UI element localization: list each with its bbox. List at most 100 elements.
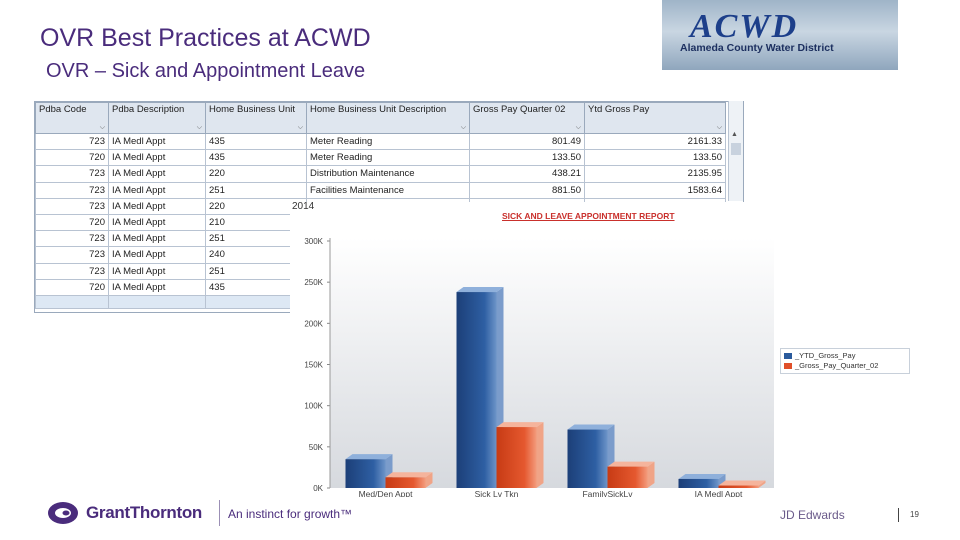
table-cell: 2161.33 (584, 132, 726, 151)
table-cell: IA Medl Appt (108, 213, 206, 232)
table-cell: IA Medl Appt (108, 230, 206, 248)
table-cell: 1583.64 (584, 181, 726, 199)
table-cell: 720 (35, 149, 109, 167)
bar-top (718, 480, 766, 486)
plot-area (330, 238, 774, 488)
legend-swatch (784, 353, 792, 360)
table-row[interactable]: 723 IA Medl Appt 251 Facilities Maintenance… (35, 181, 726, 199)
legend-entry-ytd[interactable]: _YTD_Gross_Pay (784, 351, 855, 360)
table-cell: 220 (205, 165, 307, 183)
table-cell: IA Medl Appt (108, 165, 206, 183)
x-tick-label: Med/Den Appt (359, 489, 414, 497)
table-cell: 2135.95 (584, 165, 726, 183)
column-header-label: Pdba Code (39, 104, 87, 115)
bar-top (385, 472, 433, 478)
bar (718, 485, 759, 488)
bar-top (345, 454, 393, 460)
table-cell: IA Medl Appt (108, 262, 206, 280)
column-header-ytd-gross-pay[interactable]: Ytd Gross Pay ⌵ (584, 102, 726, 134)
bar (345, 459, 386, 488)
column-header-gross-pay-q02[interactable]: Gross Pay Quarter 02 ⌵ (469, 102, 585, 134)
acwd-logo-mark: ACWD (690, 8, 799, 45)
footer-product: JD Edwards (780, 508, 845, 522)
bar-side (425, 472, 433, 488)
column-header-hbu-description[interactable]: Home Business Unit Description ⌵ (306, 102, 470, 134)
table-cell: 435 (205, 149, 307, 167)
table-cell: Meter Reading (306, 132, 470, 151)
table-cell: 723 (35, 230, 109, 248)
table-cell: IA Medl Appt (108, 278, 206, 296)
y-tick-label: 0K (313, 484, 323, 493)
bar-top (496, 422, 544, 428)
bar (385, 477, 426, 488)
table-cell: IA Medl Appt (108, 132, 206, 151)
bar-top (678, 473, 726, 479)
footer-divider (219, 500, 220, 526)
y-tick-label: 50K (309, 443, 324, 452)
column-header-home-business-unit[interactable]: Home Business Unit ⌵ (205, 102, 307, 134)
column-header-pdba-code[interactable]: Pdba Code ⌵ (35, 102, 109, 134)
x-tick-label: Sick Lv Tkn (475, 489, 519, 497)
table-cell: 133.50 (584, 149, 726, 167)
bar (567, 429, 608, 488)
bar-side (536, 422, 544, 488)
chevron-down-icon[interactable]: ⌵ (99, 124, 105, 131)
legend-label: _YTD_Gross_Pay (795, 351, 856, 360)
bar-top (456, 287, 504, 293)
table-cell: 881.50 (469, 181, 585, 199)
legend-entry-q02[interactable]: _Gross_Pay_Quarter_02 (784, 361, 878, 370)
chart-legend: _YTD_Gross_Pay _Gross_Pay_Quarter_02 (780, 348, 910, 374)
table-cell: IA Medl Appt (108, 181, 206, 199)
grid-scrollbar[interactable]: ▲ (728, 101, 743, 201)
table-cell: 723 (35, 262, 109, 280)
footer-tagline: An instinct for growth™ (228, 507, 353, 521)
slide-subtitle: OVR – Sick and Appointment Leave (46, 60, 366, 82)
bar (496, 427, 537, 488)
table-cell: IA Medl Appt (108, 149, 206, 167)
table-row[interactable]: 723 IA Medl Appt 435 Meter Reading 801.49 216… (35, 132, 726, 151)
column-header-label: Home Business Unit (209, 104, 296, 115)
bar (678, 478, 719, 488)
y-tick-label: 300K (304, 237, 323, 246)
table-cell: IA Medl Appt (108, 197, 206, 215)
chevron-down-icon[interactable]: ⌵ (716, 124, 722, 131)
grant-thornton-logo-icon (48, 502, 78, 524)
chart-year-label: 2014 (292, 201, 315, 212)
bar (607, 466, 648, 488)
chevron-down-icon[interactable]: ⌵ (460, 124, 466, 131)
table-cell (108, 294, 206, 309)
bar-top (607, 461, 655, 467)
legend-label: _Gross_Pay_Quarter_02 (795, 361, 879, 370)
table-cell: 723 (35, 181, 109, 199)
table-cell: 251 (205, 181, 307, 199)
chevron-down-icon[interactable]: ⌵ (297, 124, 303, 131)
acwd-logo-org: Alameda County Water District (680, 42, 834, 54)
table-cell: 723 (35, 197, 109, 215)
footer-brand: GrantThornton (86, 503, 203, 522)
table-cell: 723 (35, 246, 109, 264)
column-header-pdba-description[interactable]: Pdba Description ⌵ (108, 102, 206, 134)
scroll-thumb[interactable] (731, 143, 741, 155)
chevron-down-icon[interactable]: ⌵ (196, 124, 202, 131)
table-cell: Distribution Maintenance (306, 165, 470, 183)
column-header-label: Gross Pay Quarter 02 (473, 104, 566, 115)
table-cell: IA Medl Appt (108, 246, 206, 264)
slide-title: OVR Best Practices at ACWD (40, 24, 371, 52)
grid-header-row: Pdba Code ⌵ Pdba Description ⌵ Home Busine… (35, 102, 726, 134)
table-cell: 723 (35, 132, 109, 151)
chevron-down-icon[interactable]: ⌵ (575, 124, 581, 131)
table-cell: 801.49 (469, 132, 585, 151)
x-tick-label: IA Medl Appt (695, 489, 743, 497)
table-cell: 720 (35, 213, 109, 232)
table-row[interactable]: 723 IA Medl Appt 220 Distribution Maintenan… (35, 165, 726, 183)
acwd-logo: ACWD Alameda County Water District (662, 0, 898, 70)
table-row[interactable]: 720 IA Medl Appt 435 Meter Reading 133.50 133… (35, 149, 726, 167)
table-cell: 723 (35, 165, 109, 183)
table-cell: 438.21 (469, 165, 585, 183)
bar-side (758, 480, 766, 488)
page-divider (898, 508, 899, 522)
y-tick-label: 100K (304, 402, 323, 411)
y-tick-label: 150K (304, 361, 323, 370)
scroll-up-icon[interactable]: ▲ (731, 131, 738, 138)
bar-chart: 0K 50K 100K 150K 200K 250K 300K Med/Den Appt Sic… (290, 202, 774, 499)
